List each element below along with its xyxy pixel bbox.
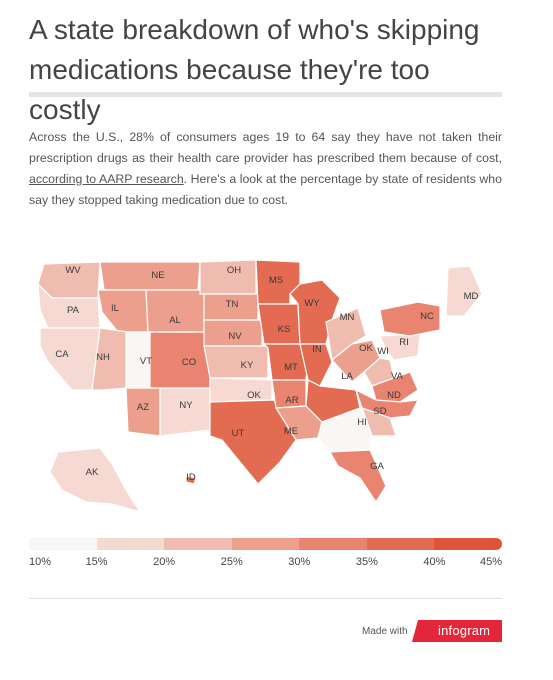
legend-tick-label: 25%	[220, 556, 243, 568]
state-region-co[interactable]	[149, 331, 211, 389]
color-scale-legend	[29, 538, 502, 550]
state-label-ga: GA	[370, 461, 384, 472]
legend-tick-label: 20%	[153, 556, 176, 568]
legend-tick-label: 35%	[355, 556, 378, 568]
state-label-ri: RI	[399, 337, 409, 348]
legend-swatch-3	[164, 538, 232, 550]
state-region-ky[interactable]	[203, 345, 269, 379]
state-label-ks: KS	[278, 324, 291, 335]
state-label-va: VA	[391, 371, 404, 382]
state-label-mn: MN	[340, 312, 355, 323]
map-states	[37, 259, 483, 514]
legend-tick-label: 10%	[29, 556, 52, 568]
state-region-nh[interactable]	[91, 327, 129, 391]
state-label-co: CO	[182, 357, 196, 368]
legend-swatch-2	[96, 538, 165, 550]
state-label-ut: UT	[232, 428, 245, 439]
state-region-ne[interactable]	[99, 261, 201, 291]
state-region-ga[interactable]	[328, 449, 387, 504]
state-label-nv: NV	[228, 331, 242, 342]
description: Across the U.S., 28% of consumers ages 1…	[29, 127, 502, 211]
state-label-tn: TN	[226, 299, 239, 310]
footer-divider	[29, 598, 502, 599]
state-label-sd: SD	[373, 406, 386, 417]
map-labels: WV PA CA NE IL NH VT AZ NY CO AL OH TN NV KY OK UT MS KS MT…	[55, 265, 478, 483]
state-region-id[interactable]	[185, 475, 197, 485]
state-label-pa: PA	[67, 305, 80, 316]
us-choropleth-map: WV PA CA NE IL NH VT AZ NY CO AL OH TN NV KY OK UT MS KS MT…	[37, 259, 483, 514]
state-region-la[interactable]	[305, 379, 361, 423]
state-label-ne: NE	[151, 270, 164, 281]
state-label-md: MD	[464, 291, 479, 302]
state-label-ky: KY	[241, 360, 254, 371]
state-label-ny: NY	[179, 400, 193, 411]
state-label-vt: VT	[140, 356, 152, 367]
legend-swatch-7	[434, 538, 502, 550]
state-label-ms: MS	[269, 275, 283, 286]
infogram-badge[interactable]: infogram	[412, 620, 502, 642]
state-label-mt: MT	[284, 362, 298, 373]
legend-tick-label: 40%	[423, 556, 446, 568]
state-label-me: ME	[284, 426, 298, 437]
aarp-research-link[interactable]: according to AARP research	[29, 172, 184, 186]
legend-swatch-1	[29, 538, 97, 550]
state-region-wi[interactable]	[363, 357, 395, 387]
state-label-nh: NH	[96, 352, 110, 363]
state-label-il: IL	[111, 303, 119, 314]
page-title: A state breakdown of who's skipping medi…	[29, 14, 480, 125]
state-label-hi: HI	[357, 417, 367, 428]
state-label-id: ID	[186, 472, 196, 483]
state-region-mn[interactable]	[325, 307, 367, 362]
legend-swatch-4	[231, 538, 300, 550]
state-label-ok: OK	[247, 390, 261, 401]
description-text-end: . Here's a look at the percentage by sta…	[29, 172, 502, 207]
state-label-az: AZ	[137, 402, 149, 413]
state-label-ok: OK	[359, 343, 373, 354]
state-region-md[interactable]	[445, 265, 483, 317]
state-region-in[interactable]	[299, 343, 333, 387]
state-label-wy: WY	[304, 298, 320, 309]
state-region-ak[interactable]	[49, 447, 142, 514]
title-divider	[29, 92, 502, 97]
state-label-wi: WI	[377, 346, 389, 357]
state-label-ar: AR	[285, 395, 298, 406]
state-label-oh: OH	[227, 265, 241, 276]
legend-tick-label: 30%	[288, 556, 311, 568]
state-region-ok[interactable]	[209, 377, 273, 403]
state-label-in: IN	[312, 344, 322, 355]
state-label-wv: WV	[65, 265, 81, 276]
infogram-logo-shape	[412, 620, 502, 642]
legend-tick-labels: 10% 15% 20% 25% 30% 35% 40% 45%	[29, 556, 502, 572]
state-label-ak: AK	[86, 467, 99, 478]
legend-swatch-5	[299, 538, 367, 550]
state-label-nc: NC	[420, 311, 434, 322]
legend-tick-label: 15%	[85, 556, 108, 568]
state-label-al: AL	[169, 315, 181, 326]
legend-swatch-6	[366, 538, 435, 550]
state-region-il[interactable]	[97, 289, 149, 333]
legend-tick-label: 45%	[480, 556, 503, 568]
state-region-ny[interactable]	[159, 387, 211, 437]
state-region-ca[interactable]	[39, 327, 101, 391]
made-with-label: Made with	[362, 626, 408, 637]
state-region-nc[interactable]	[379, 301, 441, 337]
state-label-ca: CA	[55, 349, 69, 360]
description-text: Across the U.S., 28% of consumers ages 1…	[29, 130, 502, 165]
state-label-nd: ND	[387, 390, 401, 401]
state-label-la: LA	[341, 371, 353, 382]
infogram-logo-text: infogram	[438, 623, 491, 638]
